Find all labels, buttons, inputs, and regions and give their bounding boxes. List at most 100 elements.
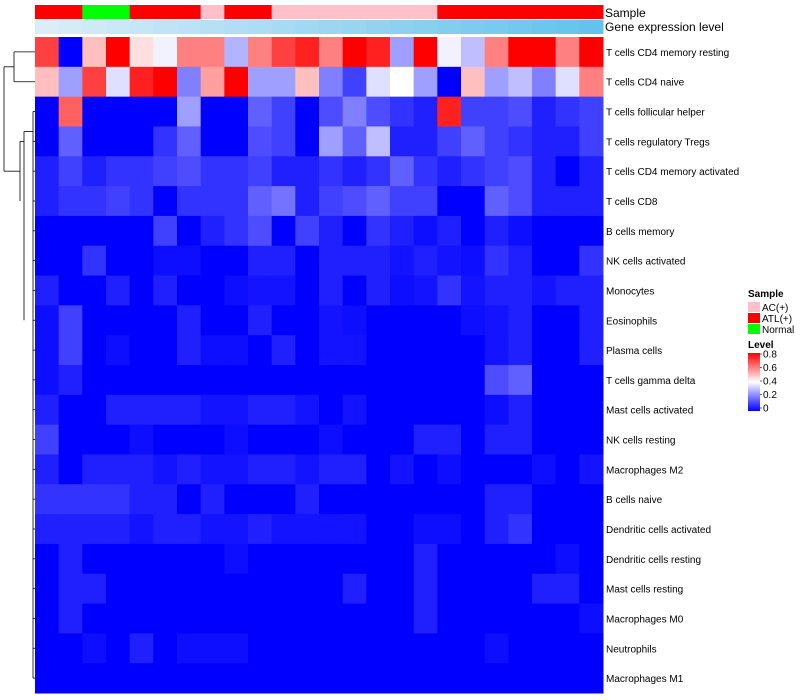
- heatmap-cell: [461, 484, 486, 515]
- row-label: Mast cells resting: [606, 585, 683, 596]
- heatmap-cell: [200, 663, 225, 694]
- heatmap-cell: [58, 573, 83, 605]
- heatmap-cell: [153, 365, 178, 396]
- heatmap-cell: [319, 335, 344, 366]
- heatmap-cell: [437, 335, 462, 366]
- heatmap-cell: [248, 96, 273, 127]
- heatmap-cell: [58, 275, 83, 306]
- heatmap-cell: [532, 454, 557, 485]
- heatmap-cell: [271, 156, 296, 187]
- heatmap-cell: [200, 514, 225, 545]
- heatmap-cell: [342, 37, 367, 68]
- heatmap-cell: [82, 335, 107, 366]
- heatmap-cell: [177, 424, 202, 455]
- heatmap-cell: [82, 305, 107, 336]
- heatmap-cell: [342, 275, 367, 306]
- expression-annotation-cell: [129, 20, 154, 34]
- heatmap-cell: [390, 514, 415, 545]
- heatmap-cell: [366, 424, 391, 455]
- heatmap-cell: [555, 126, 580, 157]
- heatmap-cell: [153, 603, 178, 634]
- heatmap-cell: [271, 186, 296, 217]
- heatmap-cell: [461, 215, 486, 247]
- heatmap-cell: [295, 394, 320, 426]
- heatmap-cell: [413, 633, 438, 664]
- sample-annotation-cell: [295, 5, 320, 19]
- heatmap-cell: [129, 305, 154, 336]
- heatmap-cell: [248, 305, 273, 336]
- heatmap-cell: [532, 215, 557, 247]
- heatmap-cell: [366, 633, 391, 664]
- heatmap-cell: [555, 663, 580, 694]
- row-label: Dendritic cells activated: [606, 525, 711, 536]
- heatmap-cell: [153, 37, 178, 68]
- heatmap-cell: [319, 37, 344, 68]
- heatmap-cell: [295, 633, 320, 664]
- heatmap-cell: [177, 96, 202, 127]
- heatmap-cell: [579, 215, 604, 247]
- heatmap-cell: [508, 335, 533, 366]
- legend-sample-swatch: [748, 302, 760, 312]
- heatmap-cell: [555, 186, 580, 217]
- heatmap-cell: [82, 365, 107, 396]
- heatmap-cell: [224, 424, 249, 455]
- heatmap-cell: [437, 245, 462, 277]
- heatmap-cell: [366, 543, 391, 575]
- heatmap-cell: [224, 573, 249, 605]
- heatmap-cell: [153, 275, 178, 306]
- sample-annotation-cell: [366, 5, 391, 19]
- heatmap-cell: [390, 454, 415, 485]
- heatmap-cell: [248, 37, 273, 68]
- heatmap-cell: [295, 514, 320, 545]
- heatmap-cell: [319, 275, 344, 306]
- heatmap-cell: [35, 96, 60, 127]
- heatmap-cell: [461, 424, 486, 455]
- heatmap-cell: [342, 156, 367, 187]
- heatmap-cell: [58, 186, 83, 217]
- heatmap-cell: [106, 126, 131, 157]
- heatmap-cell: [35, 66, 60, 98]
- heatmap-cell: [248, 514, 273, 545]
- heatmap-cell: [35, 603, 60, 634]
- heatmap-cell: [153, 186, 178, 217]
- heatmap-cell: [177, 245, 202, 277]
- heatmap-cell: [200, 365, 225, 396]
- heatmap-cell: [295, 573, 320, 605]
- heatmap-cell: [58, 663, 83, 694]
- heatmap-cell: [224, 37, 249, 68]
- heatmap-cell: [579, 275, 604, 306]
- heatmap-cell: [484, 186, 509, 217]
- heatmap-cell: [177, 603, 202, 634]
- heatmap-cell: [461, 365, 486, 396]
- heatmap-cell: [461, 245, 486, 277]
- heatmap-cell: [58, 484, 83, 515]
- heatmap-cell: [177, 454, 202, 485]
- heatmap-cell: [224, 454, 249, 485]
- heatmap-cell: [271, 514, 296, 545]
- annotation-label-expression: Gene expression level: [605, 20, 724, 34]
- heatmap-cell: [390, 633, 415, 664]
- heatmap-cell: [366, 275, 391, 306]
- heatmap-cell: [366, 37, 391, 68]
- row-label: T cells CD4 memory activated: [606, 167, 739, 178]
- heatmap-cell: [200, 484, 225, 515]
- sample-annotation-cell: [271, 5, 296, 19]
- heatmap-cell: [555, 335, 580, 366]
- heatmap-cell: [437, 186, 462, 217]
- expression-annotation-cell: [177, 20, 202, 34]
- heatmap-cell: [200, 215, 225, 247]
- heatmap-cell: [200, 66, 225, 98]
- heatmap-cell: [555, 37, 580, 68]
- heatmap-cell: [177, 514, 202, 545]
- heatmap-cell: [129, 454, 154, 485]
- expression-annotation-cell: [58, 20, 83, 34]
- heatmap-cell: [555, 454, 580, 485]
- heatmap-cell: [35, 126, 60, 157]
- heatmap-cell: [129, 335, 154, 366]
- heatmap-cell: [295, 96, 320, 127]
- heatmap-cell: [319, 215, 344, 247]
- heatmap-cell: [579, 543, 604, 575]
- expression-annotation-cell: [224, 20, 249, 34]
- heatmap-cell: [413, 245, 438, 277]
- heatmap-cell: [129, 543, 154, 575]
